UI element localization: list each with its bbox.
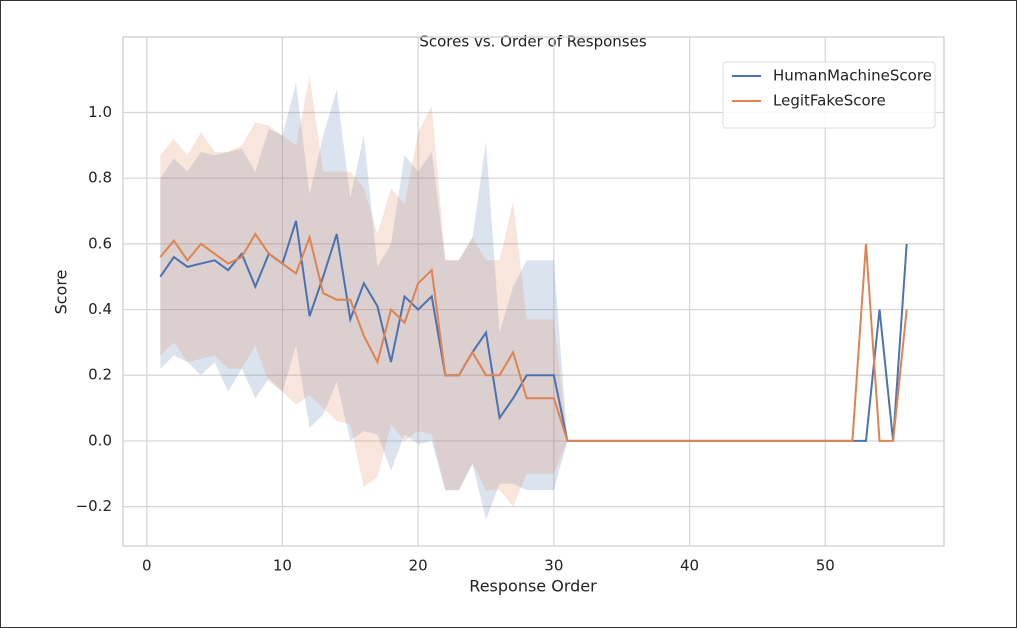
x-tick-label: 10 <box>273 557 292 575</box>
legend: HumanMachineScore LegitFakeScore <box>722 61 936 129</box>
y-tick-label: −0.2 <box>76 497 112 515</box>
y-tick-label: 0.8 <box>88 169 112 187</box>
confidence-band <box>160 76 568 507</box>
y-tick-label: 0.4 <box>88 300 112 318</box>
legend-label: LegitFakeScore <box>773 92 886 110</box>
x-tick-label: 0 <box>142 557 152 575</box>
y-tick-label: 0.2 <box>88 366 112 384</box>
x-tick-label: 30 <box>544 557 563 575</box>
y-axis-label: Score <box>52 270 71 315</box>
x-tick-label: 20 <box>409 557 428 575</box>
chart-title: Scores vs. Order of Responses <box>419 33 646 51</box>
y-tick-label: 0.6 <box>88 234 112 252</box>
confidence-band <box>160 82 568 520</box>
legend-box <box>722 61 936 129</box>
plot-border <box>122 36 945 547</box>
y-tick-label: 1.0 <box>88 103 112 121</box>
y-tick-label: 0.0 <box>88 431 112 449</box>
legend-label: HumanMachineScore <box>773 67 932 85</box>
x-tick-label: 40 <box>680 557 699 575</box>
series-line <box>159 232 908 442</box>
x-tick-label: 50 <box>816 557 835 575</box>
x-axis-label: Response Order <box>469 577 597 596</box>
